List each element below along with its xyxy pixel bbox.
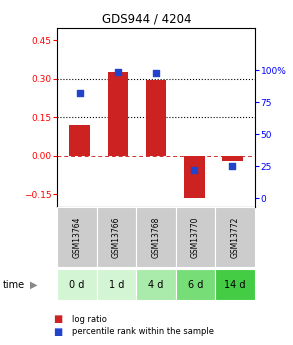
Text: 14 d: 14 d: [224, 280, 246, 289]
Point: [116, 69, 120, 75]
Text: 1 d: 1 d: [109, 280, 124, 289]
Bar: [136, 207, 176, 267]
Text: GSM13768: GSM13768: [151, 217, 161, 258]
Text: ▶: ▶: [30, 280, 38, 289]
Text: GSM13766: GSM13766: [112, 216, 121, 258]
Point: [230, 164, 234, 169]
Text: percentile rank within the sample: percentile rank within the sample: [72, 327, 214, 336]
Bar: [215, 207, 255, 267]
Bar: [146, 80, 166, 156]
Text: time: time: [3, 280, 25, 289]
Bar: [97, 207, 136, 267]
Bar: [136, 269, 176, 300]
Bar: [108, 72, 128, 156]
Point: [78, 91, 82, 96]
Bar: [222, 156, 243, 161]
Text: GDS944 / 4204: GDS944 / 4204: [102, 12, 191, 25]
Bar: [184, 156, 205, 198]
Text: GSM13770: GSM13770: [191, 216, 200, 258]
Bar: [215, 269, 255, 300]
Text: GSM13772: GSM13772: [231, 217, 240, 258]
Point: [192, 168, 196, 173]
Text: 4 d: 4 d: [148, 280, 164, 289]
Bar: [57, 269, 97, 300]
Bar: [69, 125, 91, 156]
Bar: [97, 269, 136, 300]
Text: GSM13764: GSM13764: [72, 216, 81, 258]
Point: [154, 70, 159, 76]
Text: ■: ■: [53, 327, 62, 337]
Text: 6 d: 6 d: [188, 280, 203, 289]
Bar: [176, 207, 215, 267]
Text: 0 d: 0 d: [69, 280, 85, 289]
Bar: [57, 207, 97, 267]
Text: ■: ■: [53, 314, 62, 324]
Text: log ratio: log ratio: [72, 315, 107, 324]
Bar: [176, 269, 215, 300]
